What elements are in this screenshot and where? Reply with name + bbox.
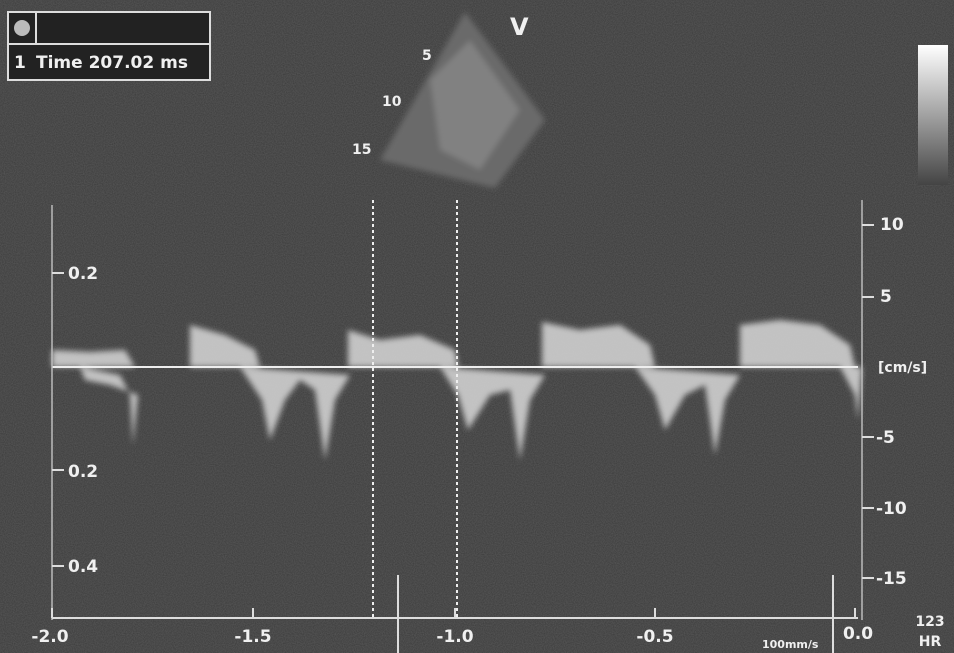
time-label: -1.0 <box>436 627 473 647</box>
right-scale-label: -5 <box>876 428 895 448</box>
depth-label: 15 <box>352 142 371 158</box>
depth-label: 5 <box>422 48 432 64</box>
right-scale-label: 5 <box>880 287 892 307</box>
sweep-speed: 100mm/s <box>762 638 819 651</box>
ultrasound-screen: 1 Time 207.02 ms V 5 10 15 0 <box>0 0 954 653</box>
right-scale-label: -10 <box>876 499 907 519</box>
time-label: 0.0 <box>843 624 873 644</box>
time-label: -0.5 <box>636 627 673 647</box>
left-scale-label: 0.2 <box>68 264 98 284</box>
grayscale-bar <box>918 45 948 185</box>
time-measurement: Time 207.02 ms <box>36 53 188 73</box>
time-label: -2.0 <box>31 627 68 647</box>
heart-rate-value: 123 <box>915 614 944 630</box>
right-scale-label: [cm/s] <box>878 360 927 376</box>
header: 1 Time 207.02 ms <box>8 12 210 80</box>
depth-label: 10 <box>382 94 402 110</box>
right-scale-label: -15 <box>876 569 907 589</box>
cursor-number: 1 <box>14 53 26 73</box>
right-scale-label: 10 <box>880 215 904 235</box>
time-label: -1.5 <box>234 627 271 647</box>
left-scale-label: 0.2 <box>68 462 98 482</box>
heart-rate-label: HR <box>919 634 942 650</box>
probe-label: V <box>510 13 529 41</box>
left-scale-label: 0.4 <box>68 557 98 577</box>
